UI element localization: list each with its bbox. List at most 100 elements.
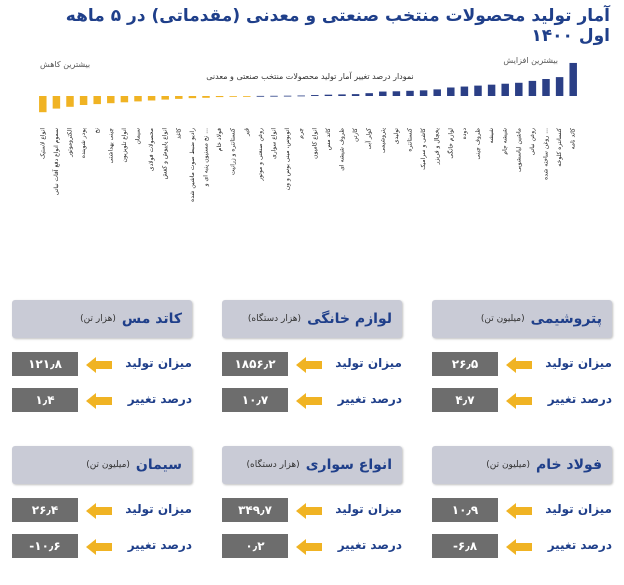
chart-bar: [419, 90, 428, 96]
category-tick-label: پتروشیمی: [379, 128, 386, 153]
category-tick-label: لوازم خانگی: [446, 128, 454, 159]
chart-bar: [324, 94, 333, 96]
category-tick-label: قیر: [243, 128, 250, 137]
production-label: میزان تولید: [545, 502, 612, 516]
category-tick-label: چینی بهداشتی: [107, 128, 114, 164]
chart-bar: [215, 96, 224, 98]
arrow-left-icon: [296, 357, 322, 373]
chart-bar: [229, 96, 237, 97]
panel-passenger-cars: انواع سواری (هزار دستگاه) میزان تولید ۳۴…: [222, 446, 402, 560]
chart-bar: [528, 80, 537, 96]
chart-bar: [93, 96, 101, 105]
arrow-left-icon: [506, 503, 532, 519]
panel-unit: (هزار دستگاه): [247, 314, 302, 324]
chart-bar: [161, 96, 169, 100]
change-label: درصد تغییر: [127, 392, 192, 406]
change-label: درصد تغییر: [337, 392, 402, 406]
panel-name: پتروشیمی: [530, 311, 602, 327]
arrow-left-icon: [506, 357, 532, 373]
panel-header: کاتد مس (هزار تن): [12, 300, 192, 338]
chart-bar: [501, 83, 509, 96]
chart-bar: [433, 89, 441, 96]
change-value: -۶٫۸: [432, 534, 498, 558]
chart-subtitle: نمودار درصد تغییر آمار تولید محصولات منت…: [206, 72, 414, 81]
production-value: ۲۶٫۵: [432, 352, 498, 376]
change-value: -۱۰٫۶: [12, 534, 78, 558]
panel-cement: سیمان (میلیون تن) میزان تولید ۲۶٫۴ درصد …: [12, 446, 192, 560]
category-tick-label: اتوبوس، مینی بوس و ون: [284, 128, 291, 191]
panel-unit: (میلیون تن): [480, 314, 525, 324]
change-label: درصد تغییر: [547, 392, 612, 406]
change-bar-chart: انواع لاستیک سموم انواع دفع آفات نباتی الک…: [39, 62, 577, 202]
chart-bar: [79, 96, 88, 105]
panel-copper-cathode: کاتد مس (هزار تن) میزان تولید ۱۲۱٫۸ درصد…: [12, 300, 192, 414]
panel-unit: (میلیون تن): [86, 460, 130, 470]
category-tick-label: ظروف شیشه ای: [339, 128, 346, 171]
category-tick-label: الکتروموتور: [67, 128, 74, 158]
category-tick-label: روغن صنعتی و موتور: [257, 128, 264, 182]
panel-unit: (هزار دستگاه): [246, 460, 300, 470]
arrow-left-icon: [86, 503, 112, 519]
arrow-left-icon: [506, 393, 532, 409]
production-label: میزان تولید: [125, 356, 192, 370]
production-value: ۱۸۵۶٫۲: [222, 352, 288, 376]
chart-bar: [147, 96, 156, 101]
chart-bar: [338, 94, 346, 96]
change-label: درصد تغییر: [547, 538, 612, 552]
category-tick-label: پودر شوینده: [80, 128, 87, 158]
category-tick-label: انواع کامیون: [311, 128, 318, 159]
panel-name: انواع سواری: [305, 457, 392, 473]
arrow-left-icon: [296, 539, 322, 555]
arrow-left-icon: [506, 539, 532, 555]
chart-bar: [406, 90, 414, 96]
arrow-left-icon: [86, 357, 112, 373]
category-tick-label: کنسانتره کلوخه: [556, 128, 563, 167]
category-tick-label: ماشین لباسشویی: [515, 128, 522, 172]
change-value: ۱۰٫۷: [222, 388, 288, 412]
category-tick-label: انواع تلویزیون: [121, 128, 128, 163]
arrow-left-icon: [86, 539, 112, 555]
category-tick-label: سموم انواع دفع آفات نباتی: [51, 128, 60, 195]
panel-unit: (هزار تن): [80, 314, 116, 324]
change-row: درصد تغییر -۱۰٫۶: [12, 534, 192, 560]
chart-bar: [569, 62, 577, 96]
category-tick-label: فولاد خام: [216, 128, 223, 151]
panel-name: لوازم خانگی: [307, 311, 392, 327]
chart-bar: [379, 91, 387, 96]
chart-bar: [474, 85, 482, 96]
change-row: درصد تغییر -۶٫۸: [432, 534, 612, 560]
category-tick-label: شیشه جام: [502, 128, 509, 155]
chart-bar: [351, 94, 360, 96]
category-tick-label: کاغذ: [175, 128, 182, 139]
category-tick-label: چرم: [298, 128, 305, 139]
chart-bar: [447, 87, 455, 96]
panel-header: فولاد خام (میلیون تن): [432, 446, 612, 484]
chart-bar: [243, 96, 251, 97]
chart-bar: [188, 96, 197, 99]
production-row: میزان تولید ۳۴۹٫۷: [222, 498, 402, 524]
chart-bar: [134, 96, 142, 102]
production-row: میزان تولید ۲۶٫۴: [12, 498, 192, 524]
arrow-left-icon: [296, 503, 322, 519]
chart-bar: [392, 91, 401, 96]
chart-bar: [107, 96, 115, 104]
chart-bar: [39, 96, 47, 113]
category-tick-label: کنستانتره و ژرانیت: [230, 128, 237, 175]
change-label: درصد تغییر: [337, 538, 402, 552]
chart-bar: [283, 95, 292, 97]
legend-increase: بیشترین افزایش: [503, 56, 558, 65]
chart-bar: [256, 95, 265, 97]
legend-decrease: بیشترین کاهش: [40, 60, 91, 69]
category-tick-label: انواع سواری: [271, 128, 278, 159]
category-tick-label: دوده: [461, 128, 468, 140]
category-tick-label: تولیدی: [393, 128, 400, 145]
production-value: ۱۲۱٫۸: [12, 352, 78, 376]
change-value: ۴٫۷: [432, 388, 498, 412]
production-row: میزان تولید ۲۶٫۵: [432, 352, 612, 378]
change-value: ۰٫۲: [222, 534, 288, 558]
chart-bar: [542, 79, 550, 96]
category-tick-label: شیشه: [488, 128, 495, 143]
chart-bar: [52, 96, 61, 109]
category-tick-label: ظروف چینی: [475, 128, 482, 160]
chart-bar: [515, 82, 523, 96]
